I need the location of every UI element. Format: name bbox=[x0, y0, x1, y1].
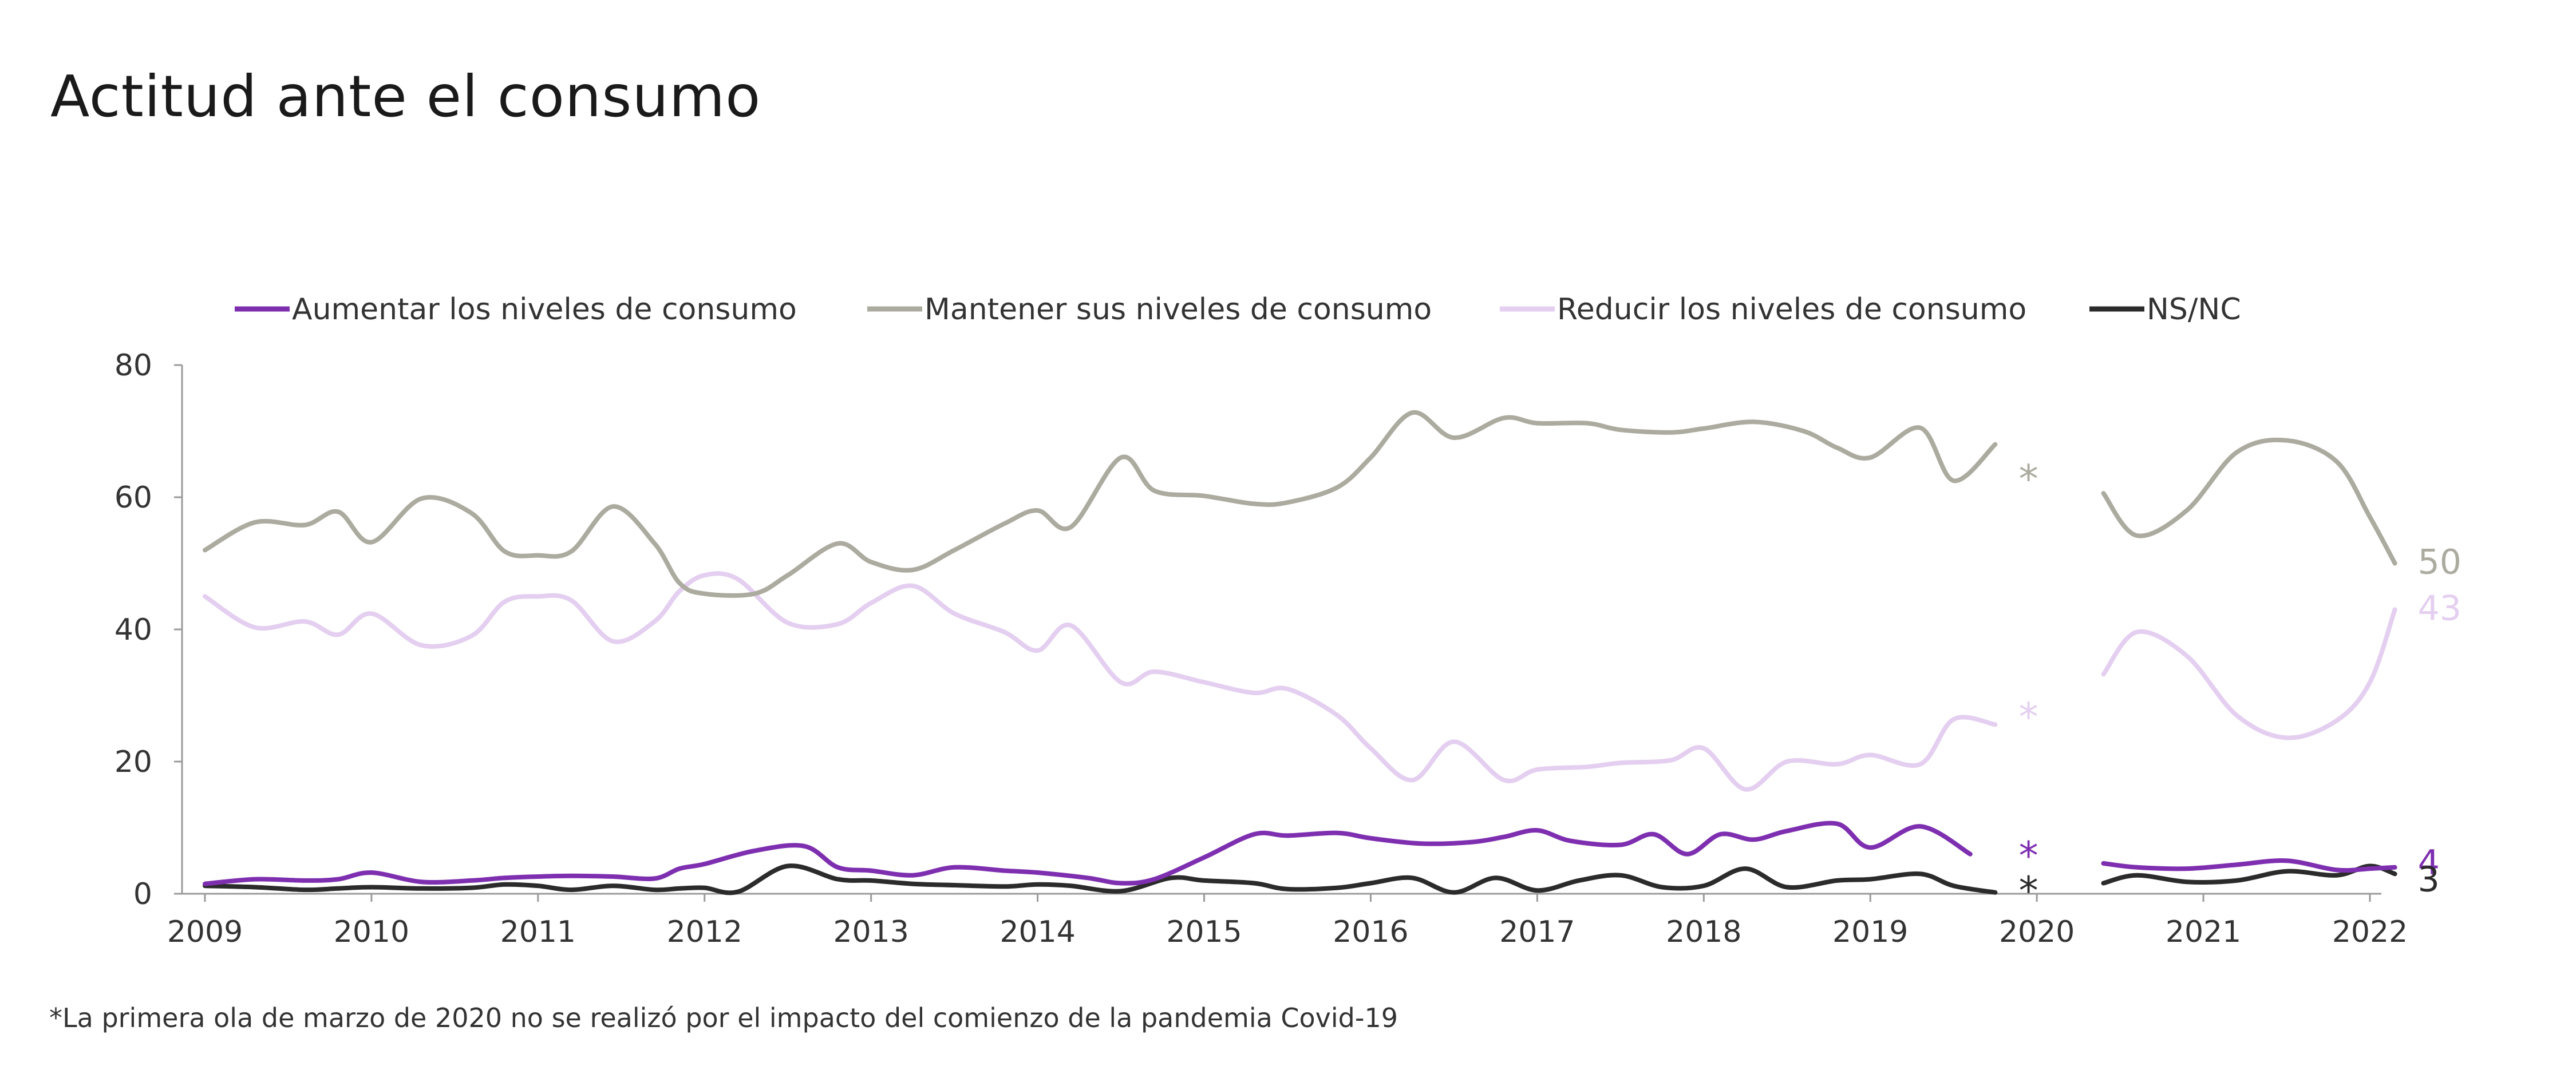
legend-item: Reducir los niveles de consumo bbox=[1500, 292, 2026, 327]
legend-label: Reducir los niveles de consumo bbox=[1557, 292, 2026, 327]
series-line bbox=[203, 571, 1998, 792]
chart-title: Actitud ante el consumo bbox=[50, 63, 761, 130]
y-axis: 0 20 40 60 80 bbox=[114, 348, 183, 911]
missing-marker: * bbox=[2019, 869, 2038, 914]
series-line bbox=[203, 410, 1998, 598]
missing-marker: * bbox=[2019, 834, 2038, 879]
legend-item: NS/NC bbox=[2089, 292, 2241, 327]
x-tick-label: 2013 bbox=[833, 915, 909, 949]
legend-item: Mantener sus niveles de consumo bbox=[867, 292, 1432, 327]
y-tick-label: 20 bbox=[114, 745, 152, 779]
series-line bbox=[2101, 607, 2397, 740]
series-line bbox=[2101, 437, 2397, 566]
x-tick-label: 2022 bbox=[2332, 915, 2408, 949]
x-tick-label: 2019 bbox=[1832, 915, 1908, 949]
y-tick-label: 0 bbox=[133, 877, 152, 911]
x-tick-label: 2020 bbox=[1999, 915, 2075, 949]
x-tick-label: 2021 bbox=[2166, 915, 2241, 949]
footnote: *La primera ola de marzo de 2020 no se r… bbox=[49, 1002, 1398, 1033]
x-tick-label: 2016 bbox=[1333, 915, 1408, 949]
series-line bbox=[203, 863, 1998, 895]
x-tick-label: 2018 bbox=[1666, 915, 1741, 949]
plot-lines bbox=[203, 410, 2397, 895]
end-label: 3 bbox=[2418, 859, 2440, 899]
legend-item: Aumentar los niveles de consumo bbox=[235, 292, 797, 327]
x-tick-label: 2015 bbox=[1166, 915, 1242, 949]
missing-marker: * bbox=[2019, 457, 2038, 502]
x-axis: 2009 2010 2011 2012 2013 2014 2015 2016 2017 2018… bbox=[167, 893, 2408, 949]
x-tick-label: 2014 bbox=[999, 915, 1075, 949]
end-labels: 4 50 43 3 bbox=[2418, 542, 2462, 900]
legend-label: Mantener sus niveles de consumo bbox=[924, 292, 1432, 327]
legend-label: Aumentar los niveles de consumo bbox=[292, 292, 797, 327]
x-tick-label: 2011 bbox=[500, 915, 576, 949]
legend: Aumentar los niveles de consumo Mantener … bbox=[235, 292, 2241, 327]
series-line bbox=[203, 821, 1973, 886]
missing-wave-markers: **** bbox=[2019, 457, 2038, 914]
end-label: 50 bbox=[2418, 542, 2462, 582]
x-tick-label: 2009 bbox=[167, 915, 243, 949]
missing-marker: * bbox=[2019, 695, 2038, 740]
y-tick-label: 60 bbox=[114, 481, 152, 515]
x-tick-label: 2017 bbox=[1499, 915, 1575, 949]
x-tick-label: 2010 bbox=[334, 915, 409, 949]
y-tick-label: 80 bbox=[114, 348, 152, 383]
legend-label: NS/NC bbox=[2147, 292, 2241, 327]
y-tick-label: 40 bbox=[114, 613, 152, 647]
end-label: 43 bbox=[2418, 588, 2462, 628]
series-line bbox=[2101, 858, 2397, 873]
x-tick-label: 2012 bbox=[667, 915, 742, 949]
end-label: 4 bbox=[2418, 843, 2440, 883]
